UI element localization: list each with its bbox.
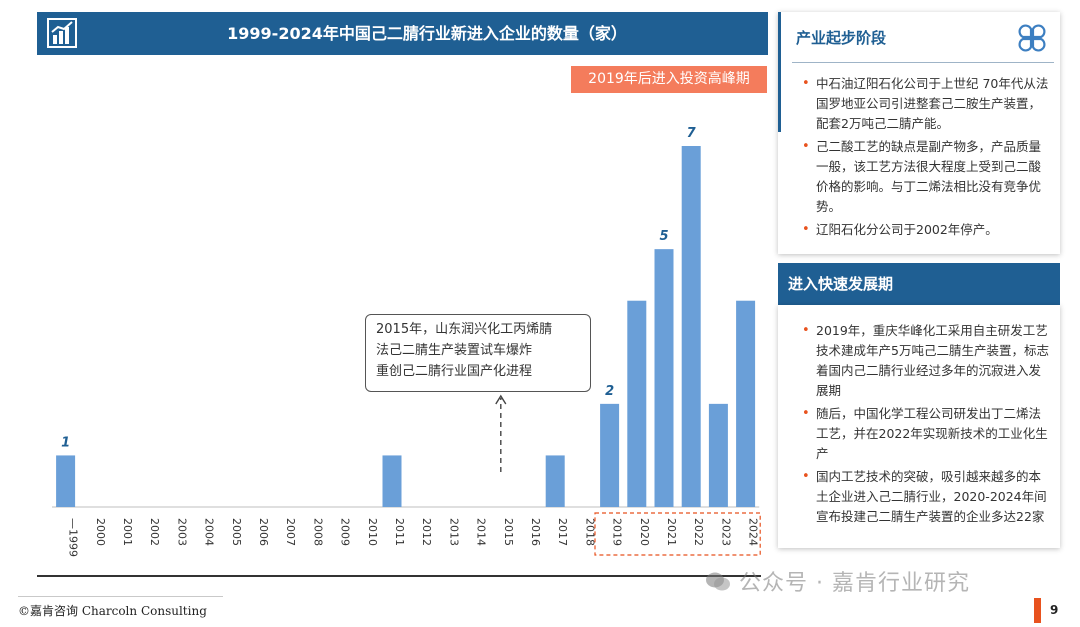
x-tick-label: 2015 [502,518,515,546]
x-tick-label: 2003 [175,518,188,546]
accident-callout: 2015年，山东润兴化工丙烯腈 法己二腈生产装置试车爆炸 重创己二腈行业国产化进… [365,314,591,392]
x-tick-label: 2008 [311,518,324,546]
x-tick-label: 2001 [121,518,134,546]
panel-title: 进入快速发展期 [788,275,894,293]
peak-period-badge: 2019年后进入投资高峰期 [571,66,767,93]
data-label: 1 [61,435,70,450]
highlight-range-box [594,512,761,556]
startup-stage-list: 中石油辽阳石化公司于上世纪 70年代从法国罗地亚公司引进整套己二胺生产装置，配套… [798,74,1050,243]
x-tick-label: 2004 [203,518,216,546]
callout-line: 重创己二腈行业国产化进程 [376,364,533,379]
wechat-icon [705,571,731,593]
bar-2023 [708,403,728,507]
x-tick-label: 2006 [257,518,270,546]
list-item: 己二酸工艺的缺点是副产物多，产品质量一般，该工艺方法很大程度上受到己二酸价格的影… [798,137,1050,217]
list-item: 随后，中国化学工程公司研发出丁二烯法工艺，并在2022年实现新技术的工业化生产 [798,404,1050,464]
chart-title-bar: 1999-2024年中国己二腈行业新进入企业的数量（家） [37,12,768,55]
rapid-growth-header: 进入快速发展期 [778,263,1060,305]
data-label: 2 [605,384,614,399]
page-number: 9 [1050,603,1059,617]
list-item: 辽阳石化分公司于2002年停产。 [798,220,1050,240]
x-tick-label: 2024 [747,518,760,546]
bar-2020 [627,300,647,507]
x-tick-label: 2016 [529,518,542,546]
bar-2019 [600,403,620,507]
bar-2024 [736,300,756,507]
x-tick-label: 2021 [665,518,678,546]
callout-line: 2015年，山东润兴化工丙烯腈 [376,322,553,337]
x-tick-label: 2007 [284,518,297,546]
list-item: 国内工艺技术的突破，吸引越来越多的本土企业进入己二腈行业，2020-2024年间… [798,467,1050,527]
chart-bottom-rule [37,575,761,577]
x-tick-label: 2005 [230,518,243,546]
list-item: 2019年，重庆华峰化工采用自主研发工艺技术建成年产5万吨己二腈生产装置，标志着… [798,321,1050,401]
x-tick-label: 2019 [611,518,624,546]
clover-icon [1018,24,1046,52]
rapid-growth-panel: 2019年，重庆华峰化工采用自主研发工艺技术建成年产5万吨己二腈生产装置，标志着… [778,305,1060,548]
panel-accent-bar [778,12,781,132]
data-label: 7 [687,126,697,141]
bar-2017 [545,455,565,507]
panel-title: 产业起步阶段 [796,29,887,47]
chart-title: 1999-2024年中国己二腈行业新进入企业的数量（家） [227,24,627,43]
x-tick-label: 2020 [638,518,651,546]
x-tick-label: 2023 [719,518,732,546]
bar-—1999 [56,455,76,507]
page-accent [1034,598,1041,623]
data-label: 5 [659,229,668,244]
bar-2021 [654,249,674,507]
bar-chart: —1999 2000 2001 2002 2003 2004 2005 2006 2007 200… [52,126,761,557]
x-tick-label: 2009 [339,518,352,546]
x-tick-label: 2017 [556,518,569,546]
panel-divider [792,62,1054,63]
startup-stage-panel: 产业起步阶段 中石油辽阳石化公司于上世纪 70年代从法国罗地亚公司引进整套己二胺… [778,12,1060,254]
x-tick-label: 2002 [148,518,161,546]
x-tick-label: 2014 [475,518,488,546]
bar-2011 [382,455,402,507]
watermark-text: 公众号 · 嘉肯行业研究 [739,571,970,596]
copyright: ©嘉肯咨询 Charcoln Consulting [18,604,207,618]
x-tick-label: —1999 [67,518,80,557]
arrow-head [495,394,507,405]
list-item: 中石油辽阳石化公司于上世纪 70年代从法国罗地亚公司引进整套己二胺生产装置，配套… [798,74,1050,134]
bar-2022 [681,146,701,507]
bar-chart-icon [47,18,77,48]
x-tick-label: 2000 [94,518,107,546]
x-tick-label: 2018 [583,518,596,546]
x-tick-label: 2010 [366,518,379,546]
callout-line: 法己二腈生产装置试车爆炸 [376,343,533,358]
x-tick-label: 2013 [447,518,460,546]
rapid-growth-list: 2019年，重庆华峰化工采用自主研发工艺技术建成年产5万吨己二腈生产装置，标志着… [798,321,1050,530]
watermark: 公众号 · 嘉肯行业研究 [705,565,970,597]
x-tick-label: 2022 [692,518,705,546]
x-tick-label: 2011 [393,518,406,546]
footer-divider [18,596,223,597]
x-tick-label: 2012 [420,518,433,546]
